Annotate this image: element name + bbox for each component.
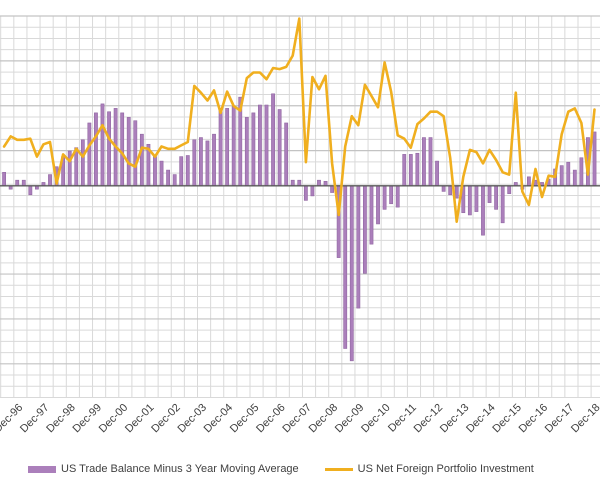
trade-balance-bar: [251, 112, 256, 187]
trade-balance-bar: [330, 185, 335, 193]
trade-balance-bar: [474, 185, 479, 212]
trade-balance-bar: [441, 185, 446, 192]
trade-balance-bar: [349, 185, 354, 362]
trade-balance-bar: [185, 155, 190, 187]
trade-balance-bar: [87, 122, 92, 187]
trade-balance-bar: [297, 179, 302, 187]
portfolio-investment-line: [2, 17, 596, 223]
trade-balance-bar: [258, 104, 262, 187]
trade-balance-bar: [212, 133, 216, 187]
trade-balance-bar: [277, 109, 282, 187]
trade-balance-bar: [120, 112, 125, 187]
trade-balance-bar: [2, 172, 7, 187]
combo-chart-plot-area: Dec-96Dec-97Dec-98Dec-99Dec-00Dec-01Dec-…: [0, 15, 600, 436]
trade-balance-bar: [139, 133, 144, 187]
trade-balance-bar: [48, 174, 52, 187]
trade-balance-bar: [389, 185, 394, 205]
trade-balance-bar: [487, 185, 492, 203]
trade-balance-bar: [415, 152, 420, 187]
trade-balance-bar: [284, 122, 289, 187]
trade-balance-bar: [572, 169, 577, 187]
chart-legend: US Trade Balance Minus 3 Year Moving Ave…: [28, 458, 600, 480]
trade-balance-bar: [362, 185, 367, 274]
x-axis-tick-label: Dec-18: [569, 402, 600, 436]
trade-balance-bar: [153, 156, 157, 187]
trade-balance-bar: [467, 185, 472, 216]
trade-balance-bar: [454, 185, 459, 199]
trade-balance-bar: [369, 185, 374, 245]
trade-balance-bar: [264, 104, 269, 187]
trade-balance-bar: [21, 179, 26, 187]
legend-label-trade-balance: US Trade Balance Minus 3 Year Moving Ave…: [61, 463, 299, 475]
trade-balance-bar: [448, 185, 453, 196]
trade-balance-bar: [231, 105, 236, 187]
trade-balance-bar: [481, 185, 485, 236]
trade-balance-bar: [28, 185, 33, 196]
trade-balance-bar: [94, 112, 98, 187]
portfolio-investment-swatch-icon: [324, 467, 353, 471]
trade-balance-bar: [422, 137, 426, 187]
trade-balance-bar: [192, 139, 197, 187]
trade-balance-bar: [592, 131, 597, 187]
trade-balance-bar: [67, 150, 72, 187]
trade-balance-bar: [133, 120, 138, 187]
trade-balance-bar: [559, 165, 564, 187]
trade-balance-bar: [166, 169, 171, 187]
trade-balance-bar: [290, 179, 295, 187]
trade-balance-bar: [218, 108, 223, 187]
trade-balance-bar: [376, 185, 380, 225]
trade-balance-bar: [107, 111, 111, 187]
trade-balance-bar: [395, 185, 400, 208]
trade-balance-bar: [408, 154, 413, 187]
trade-balance-bar: [100, 103, 105, 187]
trade-balance-bar: [310, 185, 315, 197]
trade-balance-bar: [566, 161, 571, 187]
trade-balance-bar: [500, 185, 505, 224]
trade-balance-bar: [494, 185, 499, 210]
trade-balance-bar: [179, 156, 184, 187]
trade-balance-bar: [579, 157, 584, 187]
trade-balance-swatch-icon: [28, 465, 56, 473]
trade-balance-bar: [80, 139, 85, 187]
trade-balance-bar: [428, 137, 433, 187]
trade-balance-bar: [356, 185, 361, 309]
trade-balance-bar: [526, 176, 531, 187]
trade-balance-bar: [159, 160, 164, 187]
trade-balance-bar: [205, 140, 210, 187]
trade-balance-bar: [225, 108, 230, 187]
trade-balance-bar: [244, 117, 249, 187]
trade-balance-bar: [126, 117, 131, 187]
trade-balance-bar: [15, 179, 20, 187]
trade-balance-bar: [507, 185, 512, 194]
trade-balance-bar: [382, 185, 387, 210]
trade-balance-bar: [271, 93, 275, 187]
trade-balance-bar: [402, 154, 407, 187]
trade-balance-bar: [172, 174, 177, 187]
trade-balance-bar: [317, 179, 321, 187]
trade-balance-bar: [343, 185, 348, 349]
legend-item-trade-balance: US Trade Balance Minus 3 Year Moving Ave…: [28, 463, 299, 475]
legend-item-portfolio-investment: US Net Foreign Portfolio Investment: [324, 463, 534, 475]
trade-balance-bar: [199, 137, 203, 187]
trade-balance-bar: [435, 160, 439, 187]
x-axis-tick-label: Dec-10: [359, 402, 393, 436]
legend-label-portfolio-investment: US Net Foreign Portfolio Investment: [357, 463, 534, 475]
trade-balance-bar: [303, 185, 308, 201]
